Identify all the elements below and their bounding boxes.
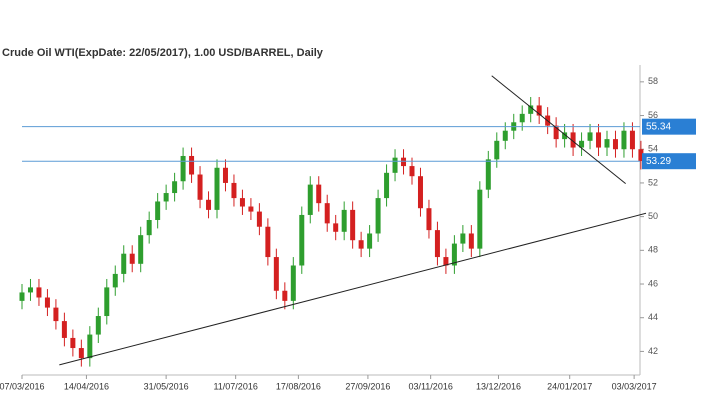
candle-body [451,243,457,266]
candle-body [621,130,627,150]
y-tick-label: 54 [648,144,658,154]
candle-body [384,172,390,199]
y-tick-label: 46 [648,278,658,288]
candle-body [61,321,67,338]
y-tick-label: 52 [648,177,658,187]
candle-body [273,257,279,291]
candle-body [189,155,195,175]
candle-body [53,307,59,322]
chart-title: Crude Oil WTI(ExpDate: 22/05/2017), 1.00… [2,47,324,59]
candle-body [19,292,25,301]
candle-body [104,287,110,317]
candle-body [494,140,500,160]
candle-body [290,265,296,301]
candle-body [579,140,585,148]
x-tick-label: 31/05/2016 [144,381,189,391]
candle-body [443,257,449,266]
candle-body [27,287,33,293]
y-tick-label: 44 [648,312,658,322]
candle-body [197,174,203,200]
candle-body [155,201,161,220]
x-tick-label: 07/03/2016 [0,381,45,391]
level-label-box [642,153,696,170]
x-tick-label: 13/12/2016 [476,381,521,391]
level-label: 55.34 [646,121,671,132]
candle-body [596,132,602,148]
candle-body [358,240,364,249]
x-tick-label: 11/07/2016 [213,381,257,391]
candle-body [587,132,593,141]
trend-line [59,212,647,366]
candle-body [434,230,440,258]
level-label-box [642,118,696,135]
candle-body [570,132,576,148]
candle-body [282,290,288,301]
candle-body [44,297,50,308]
x-tick-label: 03/11/2016 [408,381,452,391]
trend-line [491,75,626,184]
candle-body [146,220,152,236]
x-tick-label: 27/09/2016 [345,381,390,391]
candle-body [36,287,42,298]
candle-body [477,189,483,249]
candle-body [638,149,644,162]
candle-body [401,157,407,167]
y-tick-label: 56 [648,110,658,120]
candle-body [604,139,610,148]
candle-body [485,159,491,190]
candle-body [78,348,84,359]
candle-body [375,198,381,234]
candle-body [129,253,135,264]
candle-body [553,125,559,140]
x-tick-label: 03/03/2017 [612,381,657,391]
candle-body [206,199,212,210]
candle-body [460,233,466,244]
candle-body [333,223,339,232]
candle-body [299,214,305,266]
x-tick-label: 24/01/2017 [547,381,592,391]
candle-body [222,167,228,183]
candle-body [256,211,262,227]
candle-body [231,182,237,199]
x-tick-label: 17/08/2016 [276,381,321,391]
candle-body [307,184,313,215]
candle-body [350,209,356,241]
candle-body [70,337,76,349]
candle-body [367,233,373,249]
level-label: 53.29 [646,156,671,167]
candle-body [324,203,330,224]
y-tick-label: 48 [648,245,658,255]
candle-body [265,226,271,258]
x-tick-label: 14/04/2016 [64,381,109,391]
candle-body [121,253,127,274]
candle-body [519,113,525,123]
candle-body [426,208,432,231]
candle-body [87,334,93,359]
candle-body [629,130,635,150]
candle-body [409,166,415,177]
candle-body [95,316,101,335]
candle-body [180,155,186,182]
candle-body [163,193,169,202]
candle-body [417,176,423,209]
y-tick-label: 42 [648,346,658,356]
candle-body [138,235,144,264]
candle-body [468,233,474,249]
candle-body [562,132,568,140]
candle-body [112,273,118,288]
candle-body [214,167,220,210]
candle-body [316,184,322,204]
candle-body [392,157,398,173]
candle-body [239,198,245,207]
candle-body [341,209,347,232]
y-tick-label: 58 [648,76,658,86]
candle-body [502,130,508,141]
candle-body [172,181,178,194]
candle-body [248,206,254,212]
candle-body [528,105,534,114]
y-tick-label: 50 [648,211,658,221]
candle-body [612,139,618,150]
candle-body [536,105,542,116]
